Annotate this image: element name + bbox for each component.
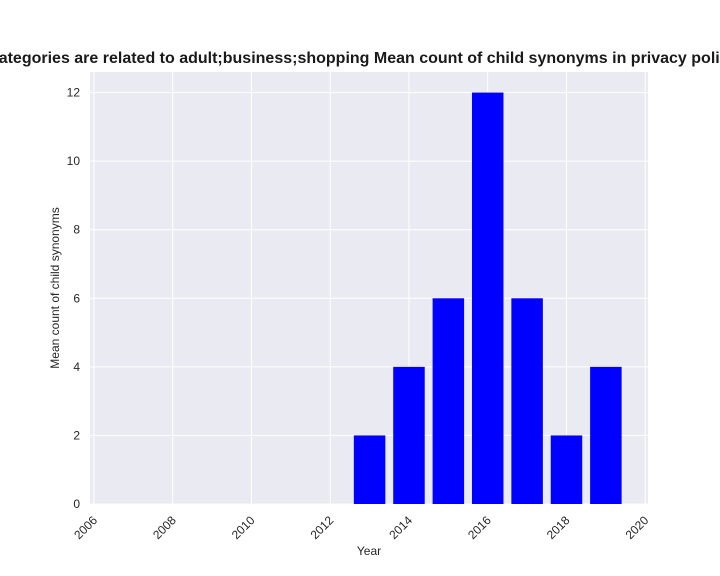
x-tick-labels: 2006 2008 2010 2012 2014 2016 2018 2020 — [71, 513, 651, 542]
y-tick-label: 2 — [73, 428, 80, 442]
y-tick-label: 0 — [73, 497, 80, 511]
bar-2017 — [511, 298, 543, 504]
x-tick-label: 2016 — [465, 513, 494, 542]
y-tick-label: 10 — [67, 154, 81, 168]
y-tick-label: 6 — [73, 291, 80, 305]
x-tick-label: 2014 — [386, 513, 415, 542]
bar-2015 — [432, 298, 465, 504]
bar-2019 — [590, 366, 622, 504]
x-tick-label: 2020 — [623, 513, 652, 542]
bar-2013 — [353, 435, 386, 504]
y-tick-labels: 0 2 4 6 8 10 12 — [67, 86, 81, 511]
plot-background — [90, 72, 648, 504]
bars — [353, 92, 622, 505]
bar-2016 — [471, 92, 504, 505]
x-tick-label: 2008 — [150, 513, 179, 542]
y-tick-label: 8 — [73, 223, 80, 237]
x-tick-label: 2006 — [71, 513, 100, 542]
x-tick-label: 2018 — [544, 513, 573, 542]
y-tick-label: 4 — [73, 360, 80, 374]
x-tick-label: 2012 — [308, 513, 337, 542]
chart-title: Categories are related to adult;business… — [0, 50, 720, 67]
bar-2018 — [550, 435, 583, 504]
y-tick-label: 12 — [67, 86, 81, 100]
y-axis-label: Mean count of child synonyms — [48, 207, 62, 368]
x-tick-label: 2010 — [229, 513, 258, 542]
grid-lines — [90, 72, 648, 505]
bar-2014 — [393, 366, 425, 504]
x-axis-label: Year — [357, 544, 381, 558]
